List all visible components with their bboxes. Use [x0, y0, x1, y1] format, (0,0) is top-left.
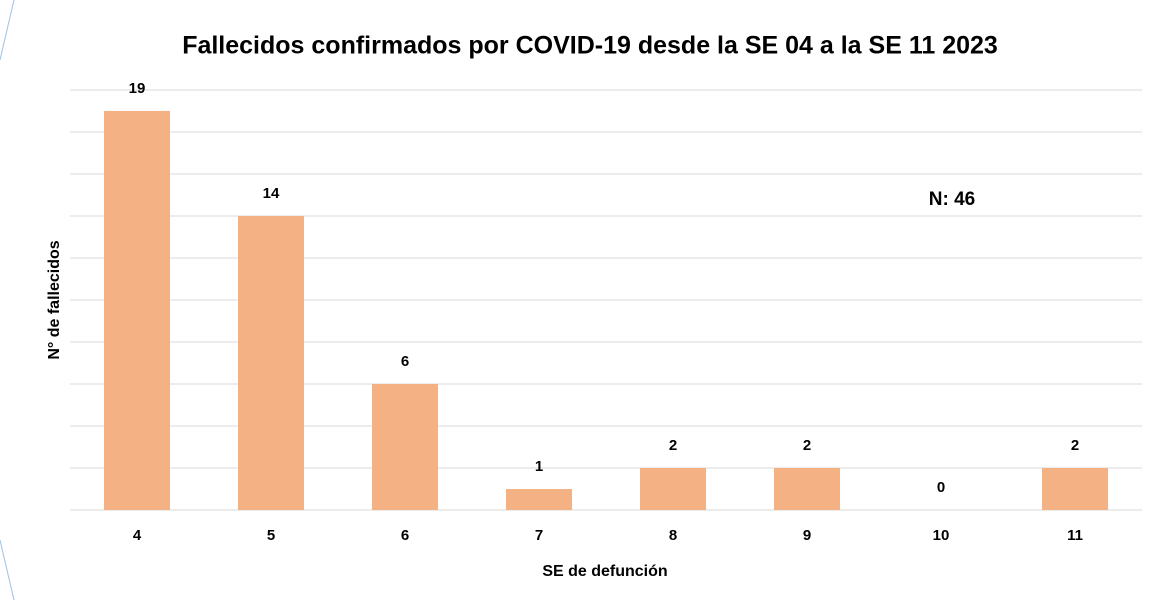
x-tick-label: 4 [133, 527, 142, 544]
x-tick-label: 8 [669, 527, 677, 544]
data-label: 1 [535, 458, 543, 475]
data-label: 14 [263, 185, 280, 202]
slide-decoration [0, 539, 15, 601]
x-tick-label: 6 [401, 527, 409, 544]
data-label: 19 [129, 80, 146, 97]
bar [506, 489, 572, 510]
x-tick-label: 11 [1067, 527, 1083, 544]
bar [238, 216, 304, 510]
data-label: 0 [937, 479, 945, 496]
x-tick-label: 9 [803, 527, 811, 544]
annotation: N: 46 [929, 189, 975, 210]
y-axis-label: N° de fallecidos [46, 240, 63, 359]
x-tick-label: 5 [267, 527, 275, 544]
bar [1042, 468, 1108, 510]
bar [104, 111, 170, 510]
data-label: 6 [401, 353, 409, 370]
bar [774, 468, 840, 510]
x-tick-label: 7 [535, 527, 543, 544]
slide-decoration [0, 0, 15, 61]
data-label: 2 [803, 437, 811, 454]
bar [372, 384, 438, 510]
bar [640, 468, 706, 510]
x-tick-label: 10 [933, 527, 950, 544]
data-label: 2 [1071, 437, 1079, 454]
x-axis-label: SE de defunción [542, 563, 667, 580]
chart-title: Fallecidos confirmados por COVID-19 desd… [182, 32, 998, 60]
data-label: 2 [669, 437, 677, 454]
